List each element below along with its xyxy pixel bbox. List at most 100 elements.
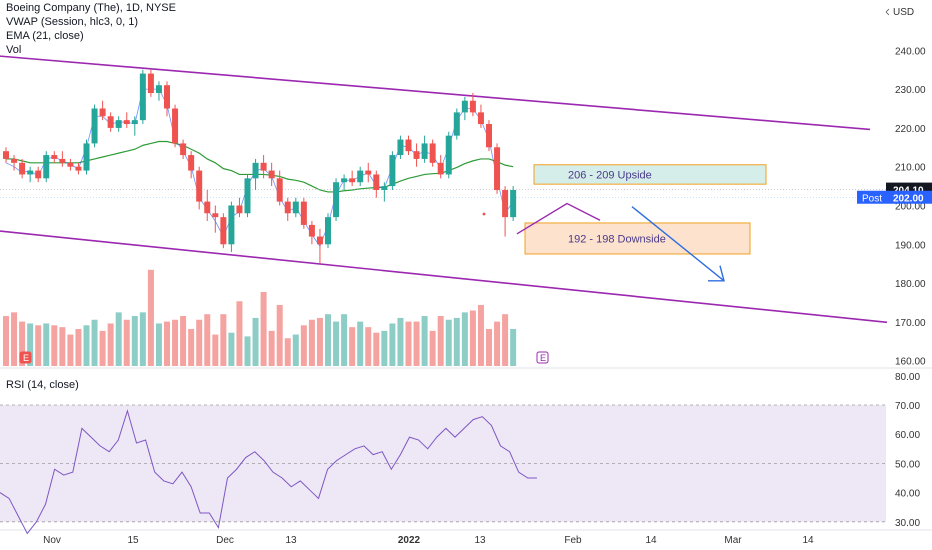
post-tag — [857, 190, 886, 204]
volume-bar — [308, 319, 315, 366]
candle-body — [308, 224, 315, 237]
price-tick-label: 170.00 — [895, 318, 926, 329]
candle-body — [397, 139, 404, 156]
volume-bar — [325, 314, 331, 366]
volume-bar — [131, 316, 138, 366]
candle-body — [325, 217, 331, 245]
legend-rsi: RSI (14, close) — [6, 379, 79, 391]
volume-bar — [260, 292, 267, 366]
volume-bar — [228, 332, 235, 366]
volume-bar — [413, 321, 420, 366]
candle-body — [164, 85, 170, 109]
candle-body — [405, 139, 412, 152]
volume-bar — [139, 312, 146, 366]
legend-volume: Vol — [6, 44, 22, 56]
candle-body — [155, 85, 162, 93]
post-price-tag — [886, 190, 932, 204]
candle-body — [429, 143, 436, 163]
candle-body — [67, 162, 74, 167]
volume-bar — [11, 312, 18, 366]
rsi-tick-label: 60.00 — [895, 430, 920, 441]
legend-symbol: Boeing Company (The), 1D, NYSE — [6, 2, 176, 14]
volume-bar — [3, 316, 9, 366]
upper-channel-line — [0, 55, 871, 131]
date-tick-label: Nov — [43, 535, 61, 546]
rsi-tick-label: 40.00 — [895, 489, 920, 500]
candle-body — [502, 189, 509, 218]
price-tick-label: 230.00 — [895, 85, 926, 96]
date-tick-label: 2022 — [398, 535, 421, 546]
volume-bar — [461, 312, 468, 366]
candle-body — [75, 166, 82, 171]
candle-body — [43, 155, 50, 179]
price-tick-label: 210.00 — [895, 163, 926, 174]
volume-bar — [164, 321, 170, 366]
volume-bar — [212, 334, 219, 366]
candle-body — [236, 205, 243, 214]
legend-vwap: VWAP (Session, hlc3, 0, 1) — [6, 16, 139, 28]
date-tick-label: 13 — [285, 535, 297, 546]
volume-bar — [252, 317, 259, 366]
volume-bar — [469, 310, 476, 366]
candle-body — [421, 143, 428, 159]
volume-bar — [373, 332, 380, 366]
post-price-value: 202.00 — [893, 194, 924, 205]
volume-bar — [349, 327, 356, 366]
earnings-marker-label: E — [540, 353, 546, 363]
downside-arrow — [631, 206, 725, 282]
volume-bar — [437, 316, 444, 366]
candle-body — [461, 100, 468, 113]
volume-bar — [244, 336, 251, 366]
candle-body — [445, 135, 452, 175]
volume-bar — [123, 319, 130, 366]
volume-bar — [365, 327, 372, 366]
volume-bar — [421, 316, 428, 366]
candle-body — [115, 120, 122, 128]
candle-body — [59, 158, 66, 163]
volume-bar — [502, 314, 509, 366]
volume-bar — [43, 323, 50, 366]
candle-body — [494, 147, 501, 190]
candle-body — [316, 236, 323, 245]
ema-line — [6, 140, 514, 193]
candle-body — [292, 201, 299, 214]
candle-body — [204, 201, 211, 214]
candle-body — [365, 170, 372, 175]
candle-body — [413, 151, 420, 159]
volume-bar — [284, 338, 291, 366]
volume-bar — [429, 330, 436, 366]
candle-body — [469, 100, 476, 113]
candle-body — [196, 170, 203, 202]
date-tick-label: Mar — [724, 535, 742, 546]
candle-body — [131, 120, 138, 125]
candle-body — [437, 162, 444, 175]
volume-bar — [397, 317, 404, 366]
candle-body — [300, 201, 307, 225]
legend-ema: EMA (21, close) — [6, 30, 84, 42]
lower-channel-line — [0, 230, 888, 324]
volume-bar — [19, 321, 26, 366]
volume-bar — [115, 312, 122, 366]
rsi-tick-label: 30.00 — [895, 518, 920, 529]
candle-body — [333, 182, 340, 218]
candle-body — [477, 112, 484, 125]
candle-body — [147, 73, 154, 93]
date-tick-label: Feb — [564, 535, 582, 546]
volume-bar — [389, 323, 396, 366]
price-tick-label: 200.00 — [895, 202, 926, 213]
volume-bar — [445, 319, 452, 366]
date-tick-label: Dec — [216, 535, 234, 546]
volume-bar — [357, 321, 364, 366]
candle-body — [252, 162, 259, 179]
candle-body — [510, 189, 517, 218]
volume-bar — [196, 319, 203, 366]
volume-bar — [300, 325, 307, 366]
candle-body — [3, 151, 9, 159]
earnings-marker — [536, 351, 549, 364]
candle-body — [228, 205, 235, 245]
volume-bar — [75, 329, 82, 366]
rsi-line — [0, 409, 537, 535]
volume-bar — [486, 329, 492, 366]
candle-body — [123, 120, 130, 125]
